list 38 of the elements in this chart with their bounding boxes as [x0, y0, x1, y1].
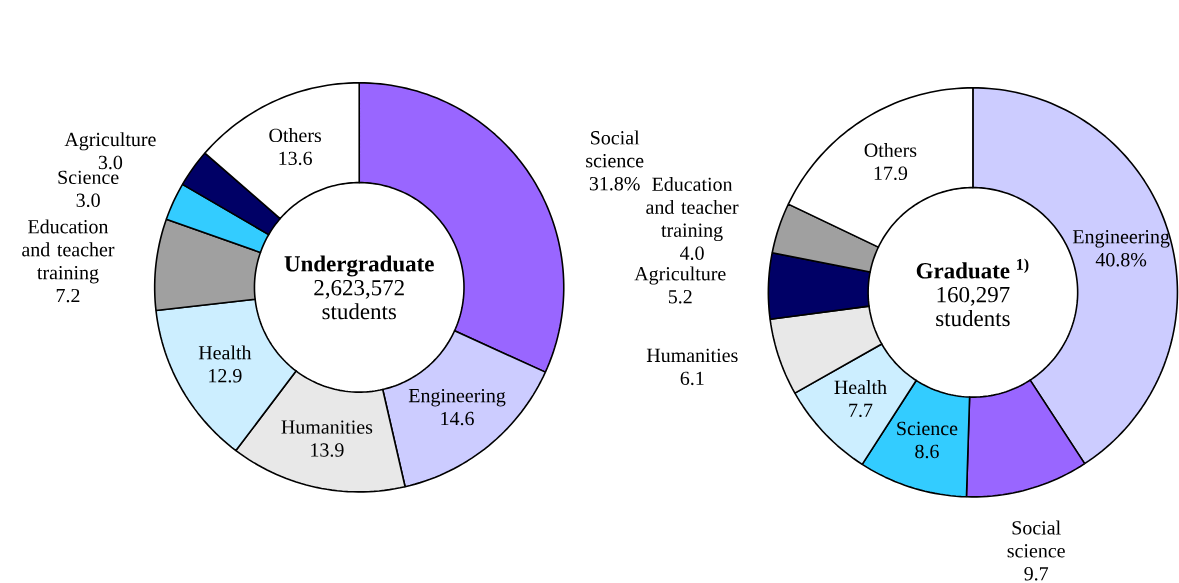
text: Undergraduate: [284, 255, 434, 277]
slice-label: Humanities: [281, 420, 373, 435]
slice-label: Agriculture: [64, 132, 156, 151]
data-label: 40.8%: [1095, 253, 1147, 267]
slice-label: Science: [58, 170, 119, 185]
data-label: 13.6: [279, 151, 312, 166]
data-label: 3.0: [76, 193, 100, 208]
slice-label: Humanities: [646, 348, 738, 363]
text: students: [322, 303, 397, 320]
data-label: 8.6: [915, 444, 939, 459]
slice-label: Social science: [1007, 520, 1065, 558]
text: students: [936, 310, 1010, 327]
slice-label: Social science: [586, 130, 644, 168]
slice-label: Agriculture: [634, 266, 726, 285]
slice-label: Health: [834, 380, 887, 395]
text: 160,297: [937, 287, 1010, 306]
data-label: 5.2: [668, 290, 692, 304]
data-label: 6.1: [680, 371, 704, 386]
data-label: 17.9: [874, 166, 908, 181]
data-label: 4.0: [680, 246, 704, 261]
slice-label: Education and teacher training: [22, 219, 115, 284]
data-label: 7.7: [849, 404, 873, 418]
slice-label: Science: [897, 422, 958, 436]
slice-label: Others: [864, 143, 917, 158]
data-label: 7.2: [56, 289, 80, 303]
slice-label: Education and teacher training: [646, 177, 739, 242]
slice-label: Engineering: [1072, 230, 1170, 248]
slice-label: Health: [198, 345, 252, 360]
data-label: 14.6: [441, 412, 474, 426]
data-label: 12.9: [209, 369, 242, 383]
data-label: 31.8%: [589, 177, 640, 191]
data-label: 9.7: [1024, 567, 1049, 581]
slice-label: Others: [269, 128, 322, 143]
data-label: 3.0: [98, 155, 123, 170]
text: Graduate $^{1)}$: [916, 258, 1029, 279]
slice-label: Engineering: [408, 389, 506, 407]
data-label: 13.9: [311, 443, 344, 458]
text: 2,623,572: [314, 280, 404, 299]
